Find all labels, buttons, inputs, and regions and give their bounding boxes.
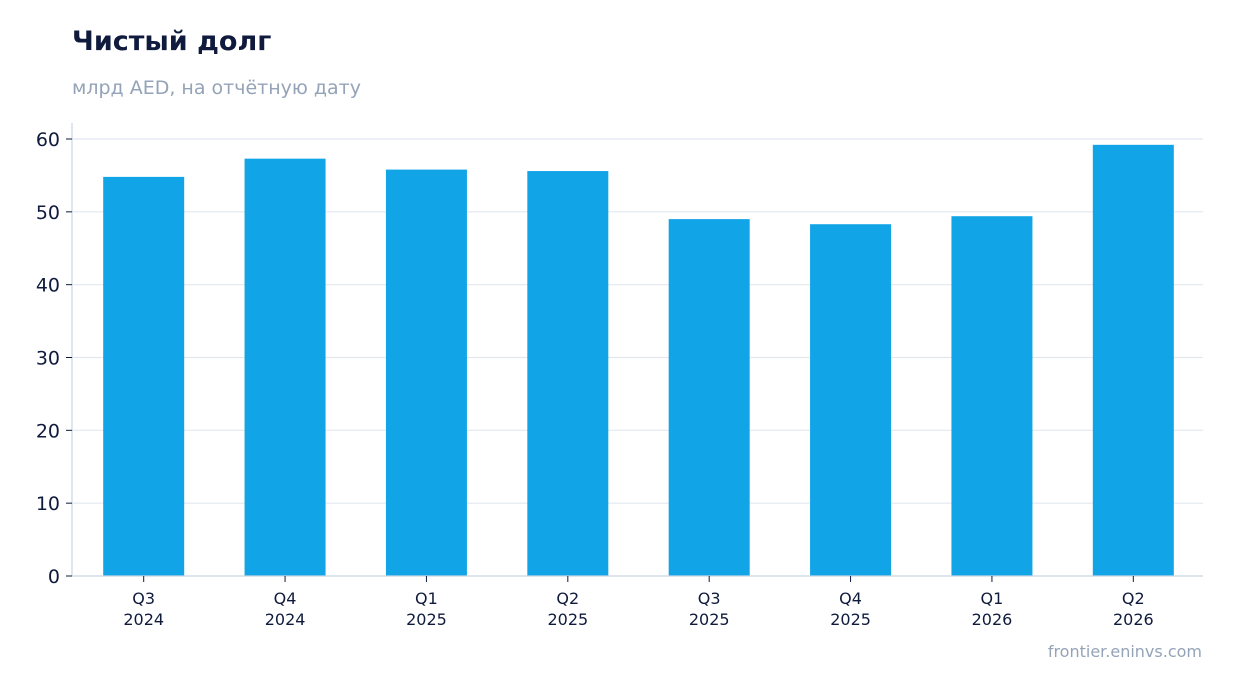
bar-q4-2024 [244,158,326,577]
x-tick-label-quarter: Q1 [415,589,438,608]
x-tick-label-quarter: Q3 [132,589,155,608]
y-tick-label: 10 [36,493,60,515]
bar-q3-2024 [103,176,185,576]
x-tick-label-year: 2025 [406,610,447,629]
x-tick-label-year: 2025 [830,610,871,629]
x-tick-label-quarter: Q3 [698,589,721,608]
x-tick-label-year: 2024 [123,610,164,629]
y-axis-ticks: 0 10 20 30 40 50 60 [36,129,72,588]
x-tick-label-quarter: Q2 [1122,589,1145,608]
bar-q1-2025 [385,169,467,576]
x-tick-label-year: 2025 [689,610,730,629]
bar-q1-2026 [951,216,1033,576]
x-tick-label-year: 2025 [547,610,588,629]
bar-q4-2025 [810,224,892,576]
x-tick-label-year: 2024 [265,610,306,629]
x-tick-label-quarter: Q1 [981,589,1004,608]
bar-q2-2025 [527,171,609,576]
y-tick-label: 30 [36,348,60,370]
grid-lines [72,138,1203,504]
x-tick-label-quarter: Q4 [839,589,862,608]
x-tick-label-year: 2026 [972,610,1013,629]
x-tick-label-quarter: Q4 [274,589,297,608]
bars [103,144,1174,577]
y-tick-label: 40 [36,275,60,297]
x-tick-label-year: 2026 [1113,610,1154,629]
axes [71,123,1203,577]
chart-title: Чистый долг [72,26,272,57]
x-tick-label-quarter: Q2 [556,589,579,608]
y-tick-label: 60 [36,129,60,151]
source-credit: frontier.eninvs.com [1047,642,1202,661]
y-tick-label: 20 [36,420,60,442]
x-axis-ticks: Q3 2024 Q4 2024 Q1 2025 Q2 2025 Q3 2025 Q4 2025 Q1 20… [123,576,1154,629]
bar-q3-2025 [668,219,750,576]
chart-subtitle: млрд AED, на отчётную дату [72,77,361,99]
y-tick-label: 0 [48,566,60,588]
y-tick-label: 50 [36,202,60,224]
bar-q2-2026 [1092,144,1174,576]
